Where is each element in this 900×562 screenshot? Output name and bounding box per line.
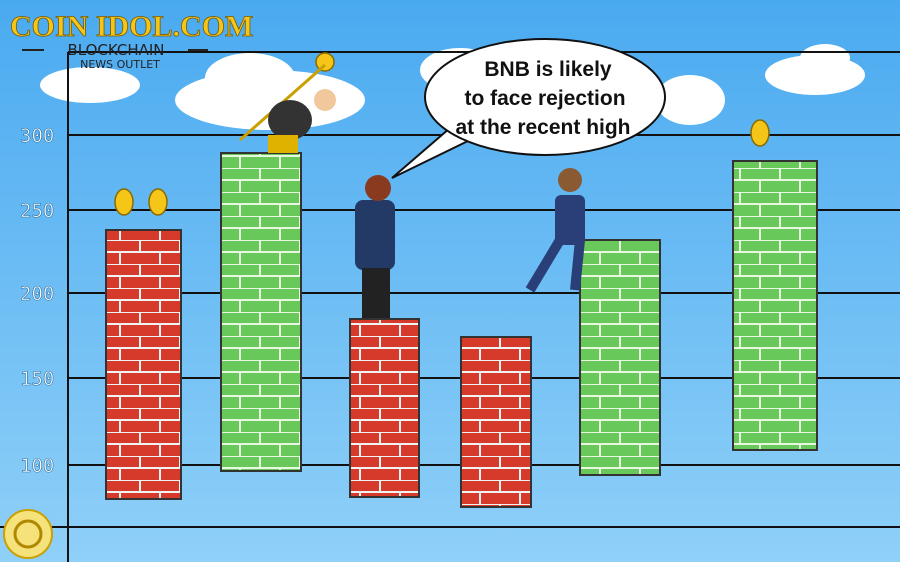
bubble-text: to face rejection	[464, 87, 625, 110]
bubble-text: BNB is likely	[484, 58, 612, 81]
logo-subtagline: NEWS OUTLET	[80, 58, 160, 71]
logo: COIN IDOL.COM BLOCKCHAIN NEWS OUTLET	[10, 10, 254, 71]
characters	[239, 63, 585, 318]
corner-badge	[3, 509, 53, 559]
axis-label: 200	[20, 283, 54, 305]
axis-label: 150	[20, 368, 54, 390]
axis-label: 100	[20, 455, 54, 477]
bubble-text: at the recent high	[455, 116, 630, 139]
logo-name: COIN IDOL.COM	[10, 10, 253, 43]
logo-tagline: BLOCKCHAIN	[67, 41, 164, 59]
speech-bubble: BNB is likely to face rejection at the r…	[391, 38, 666, 179]
brick-columns	[105, 152, 818, 508]
coins	[114, 52, 770, 216]
axis-label: 250	[20, 200, 54, 222]
axis-label: 300	[20, 125, 54, 147]
